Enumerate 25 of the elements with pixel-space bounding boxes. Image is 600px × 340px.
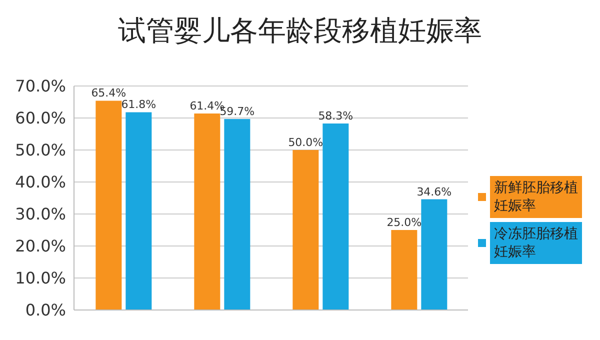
y-tick-label: 40.0% xyxy=(15,172,66,192)
data-label: 58.3% xyxy=(318,109,354,122)
bar xyxy=(126,112,152,310)
y-tick-label: 70.0% xyxy=(15,76,66,96)
bar xyxy=(421,199,448,310)
data-label: 25.0% xyxy=(386,216,422,229)
bar xyxy=(391,230,418,310)
bar xyxy=(194,114,220,310)
legend-label: 新鲜胚胎移植妊娠率 xyxy=(490,176,582,218)
bar xyxy=(322,123,349,310)
y-tick-label: 60.0% xyxy=(15,108,66,128)
data-label: 61.8% xyxy=(121,98,156,112)
data-label: 65.4% xyxy=(91,86,126,100)
y-tick-label: 0.0% xyxy=(25,300,66,320)
legend-label: 冷冻胚胎移植妊娠率 xyxy=(490,222,582,264)
y-tick-label: 30.0% xyxy=(15,204,66,224)
y-tick-label: 50.0% xyxy=(15,140,66,160)
bar xyxy=(224,118,250,310)
bar xyxy=(292,150,319,310)
y-tick-label: 20.0% xyxy=(15,236,66,256)
data-label: 34.6% xyxy=(416,185,452,198)
bar xyxy=(96,100,122,310)
y-tick-label: 10.0% xyxy=(15,268,66,288)
data-label: 50.0% xyxy=(288,136,324,149)
chart-title: 试管婴儿各年龄段移植妊娠率 xyxy=(117,13,483,49)
